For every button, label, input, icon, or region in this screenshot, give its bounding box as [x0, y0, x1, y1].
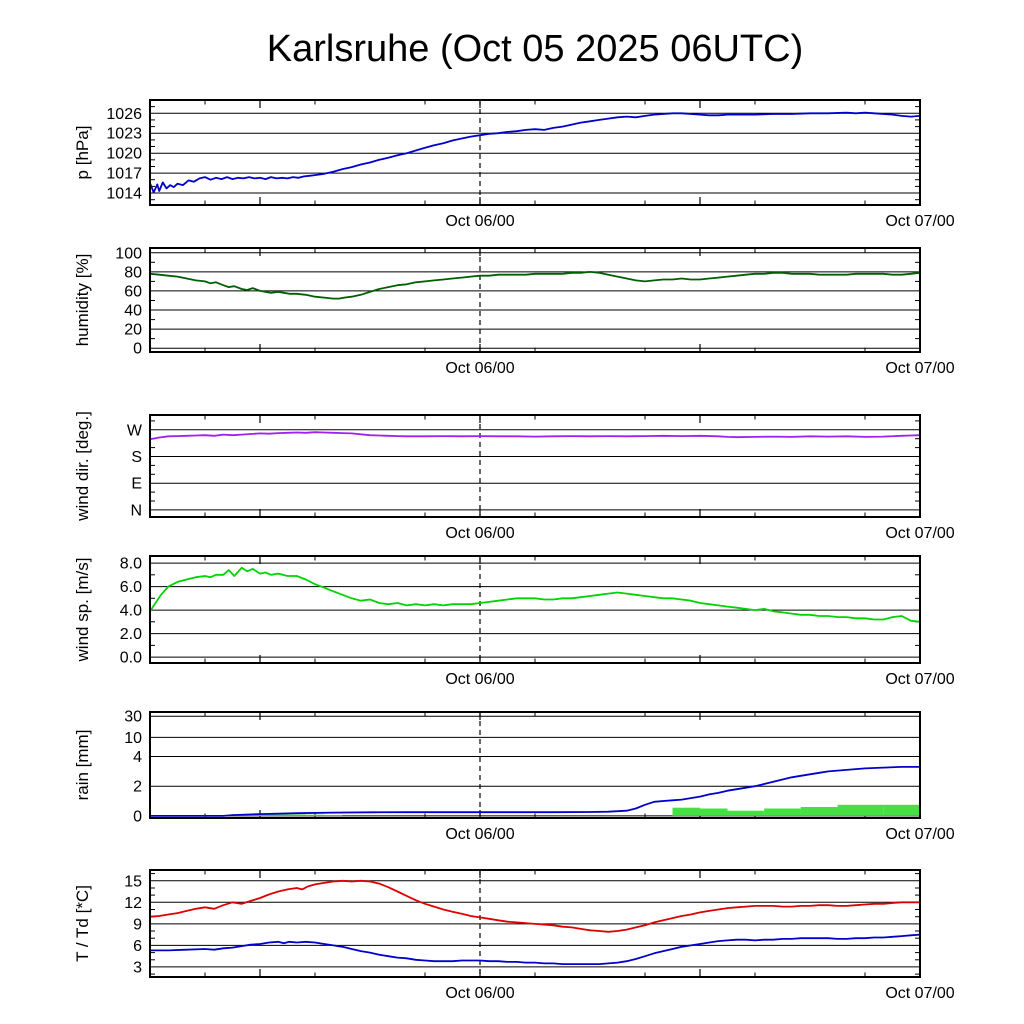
- y-tick-label: 30: [124, 709, 142, 726]
- y-axis-label: p [hPa]: [73, 126, 92, 180]
- series-wind-direction: [149, 431, 921, 441]
- chart-title: Karlsruhe (Oct 05 2025 06UTC): [266, 28, 804, 70]
- y-axis-label: wind sp. [m/s]: [73, 558, 92, 663]
- x-tick-label: Oct 06/00: [445, 985, 514, 1002]
- x-tick-label: Oct 07/00: [885, 360, 954, 377]
- plot-border: [149, 99, 921, 206]
- rain-bar: [700, 808, 728, 816]
- y-tick-label: E: [131, 476, 142, 493]
- series-dewpoint: [149, 933, 921, 965]
- y-tick-label: 40: [124, 303, 142, 320]
- x-tick-label: Oct 06/00: [445, 671, 514, 688]
- y-axis-label: T / Td [*C]: [73, 885, 92, 962]
- plot-border: [149, 869, 921, 978]
- x-tick-label: Oct 06/00: [445, 213, 514, 230]
- rain-bar: [305, 814, 325, 816]
- rain-bar: [800, 807, 838, 816]
- y-tick-label: 2.0: [120, 626, 142, 643]
- y-axis-label: humidity [%]: [73, 254, 92, 347]
- x-tick-label: Oct 06/00: [445, 525, 514, 542]
- y-tick-label: 3: [133, 959, 142, 976]
- y-tick-label: 1017: [106, 166, 142, 183]
- x-tick-label: Oct 06/00: [445, 826, 514, 843]
- y-tick-label: 0.0: [120, 650, 142, 667]
- x-tick-label: Oct 07/00: [885, 826, 954, 843]
- y-tick-label: S: [131, 449, 142, 466]
- y-tick-label: 10: [124, 730, 142, 747]
- x-tick-label: Oct 06/00: [445, 360, 514, 377]
- series-rain-accumulation: [149, 766, 921, 817]
- rain-bar: [672, 807, 700, 816]
- panel-humidity: 0 20 40 60 80 100 Oct 06/00 Oct 07/00 humidity […: [73, 245, 955, 377]
- y-tick-label: 60: [124, 283, 142, 300]
- y-tick-label: 1020: [106, 146, 142, 163]
- y-tick-label: 9: [133, 916, 142, 933]
- series-pressure: [149, 111, 921, 194]
- y-axis-label: rain [mm]: [73, 730, 92, 801]
- y-tick-label: 20: [124, 322, 142, 339]
- rain-bar: [269, 814, 288, 816]
- x-tick-label: Oct 07/00: [885, 671, 954, 688]
- series-temperature: [149, 879, 921, 933]
- y-axis-label: wind dir. [deg.]: [73, 411, 92, 522]
- y-tick-label: 0: [133, 808, 142, 825]
- rain-bar: [287, 814, 306, 816]
- rain-bar: [764, 808, 801, 816]
- y-tick-label: 0: [133, 341, 142, 358]
- y-tick-label: 6.0: [120, 579, 142, 596]
- plot-border: [149, 555, 921, 664]
- y-tick-label: 80: [124, 264, 142, 281]
- y-tick-label: 15: [124, 873, 142, 890]
- series-humidity: [149, 270, 921, 300]
- y-tick-label: 4.0: [120, 603, 142, 620]
- panel-temperature-dewpoint: 3 6 9 12 15 Oct 06/00 Oct 07/00 T / Td [*C]: [73, 869, 955, 1002]
- y-tick-label: 6: [133, 938, 142, 955]
- series-wind-speed: [149, 566, 921, 623]
- x-tick-label: Oct 07/00: [885, 525, 954, 542]
- rain-bar: [727, 810, 765, 816]
- panel-wind-speed: 0.0 2.0 4.0 6.0 8.0 Oct 06/00 Oct 07/00 wind sp…: [73, 555, 955, 688]
- plot-border: [149, 247, 921, 353]
- x-tick-label: Oct 07/00: [885, 985, 954, 1002]
- panel-rain: 0 2 4 10 30 Oct 06/00 Oct 07/00 rain [mm]: [73, 709, 955, 843]
- y-tick-label: 4: [133, 749, 142, 766]
- y-tick-label: N: [130, 502, 142, 519]
- y-tick-label: 1026: [106, 106, 142, 123]
- y-tick-label: 8.0: [120, 556, 142, 573]
- x-tick-label: Oct 07/00: [885, 213, 954, 230]
- rain-bar: [837, 804, 884, 816]
- y-tick-label: 1014: [106, 186, 142, 203]
- y-tick-label: 100: [115, 245, 142, 262]
- plot-border: [149, 414, 921, 518]
- rain-bar: [324, 815, 343, 816]
- panel-pressure: 1014 1017 1020 1023 1026 Oct 06/00 Oct 07/00 p …: [73, 99, 955, 230]
- plot-border: [149, 711, 921, 819]
- y-tick-label: 1023: [106, 126, 142, 143]
- y-tick-label: 12: [124, 895, 142, 912]
- y-tick-label: 2: [133, 779, 142, 796]
- y-tick-label: W: [127, 422, 143, 439]
- rain-bar: [883, 804, 920, 816]
